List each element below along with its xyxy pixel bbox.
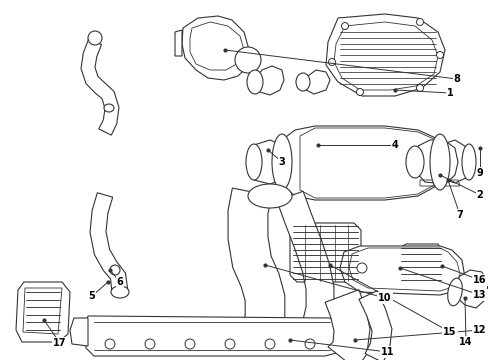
Polygon shape xyxy=(282,126,439,200)
Ellipse shape xyxy=(264,339,274,349)
Text: 1: 1 xyxy=(446,88,452,98)
Text: 12: 12 xyxy=(472,325,486,335)
Ellipse shape xyxy=(356,263,366,273)
Ellipse shape xyxy=(235,47,261,73)
Polygon shape xyxy=(182,16,249,80)
Ellipse shape xyxy=(246,70,263,94)
Ellipse shape xyxy=(88,31,102,45)
Polygon shape xyxy=(175,30,182,56)
Polygon shape xyxy=(84,316,341,356)
Ellipse shape xyxy=(436,51,443,58)
Ellipse shape xyxy=(356,89,363,95)
Text: 14: 14 xyxy=(458,337,472,347)
Ellipse shape xyxy=(224,339,235,349)
Ellipse shape xyxy=(416,18,423,26)
Polygon shape xyxy=(227,188,284,341)
Polygon shape xyxy=(412,140,457,184)
Ellipse shape xyxy=(328,58,335,66)
Ellipse shape xyxy=(104,104,114,112)
Ellipse shape xyxy=(405,146,423,178)
Polygon shape xyxy=(397,244,443,284)
Ellipse shape xyxy=(247,184,291,208)
Ellipse shape xyxy=(295,73,309,91)
Ellipse shape xyxy=(145,339,155,349)
Text: 6: 6 xyxy=(116,277,123,287)
Polygon shape xyxy=(339,246,464,295)
Polygon shape xyxy=(276,191,333,329)
Text: 5: 5 xyxy=(88,291,95,301)
Ellipse shape xyxy=(461,144,475,180)
Text: 16: 16 xyxy=(472,275,486,285)
Ellipse shape xyxy=(416,85,423,91)
Ellipse shape xyxy=(341,22,348,30)
Ellipse shape xyxy=(111,286,129,298)
Polygon shape xyxy=(81,40,119,135)
Text: 15: 15 xyxy=(442,327,456,337)
Polygon shape xyxy=(244,322,319,350)
Ellipse shape xyxy=(271,134,291,190)
Polygon shape xyxy=(358,291,391,360)
Polygon shape xyxy=(325,290,369,360)
Polygon shape xyxy=(254,66,284,95)
Ellipse shape xyxy=(245,144,262,180)
Ellipse shape xyxy=(110,265,120,275)
Ellipse shape xyxy=(105,339,115,349)
Text: 8: 8 xyxy=(453,74,460,84)
Ellipse shape xyxy=(184,339,195,349)
Polygon shape xyxy=(453,270,487,308)
Text: 9: 9 xyxy=(476,168,482,178)
Text: 2: 2 xyxy=(476,190,482,200)
Text: 4: 4 xyxy=(391,140,398,150)
Polygon shape xyxy=(16,282,70,342)
Text: 13: 13 xyxy=(472,290,486,300)
Polygon shape xyxy=(253,140,282,184)
Ellipse shape xyxy=(447,278,461,306)
Text: 17: 17 xyxy=(53,338,67,348)
Text: 7: 7 xyxy=(456,210,463,220)
Polygon shape xyxy=(325,14,444,96)
Ellipse shape xyxy=(429,134,449,190)
Polygon shape xyxy=(439,140,467,183)
Text: 3: 3 xyxy=(278,157,285,167)
Ellipse shape xyxy=(305,339,314,349)
Polygon shape xyxy=(90,193,128,293)
Polygon shape xyxy=(70,318,88,346)
Text: 10: 10 xyxy=(378,293,391,303)
Polygon shape xyxy=(289,223,360,282)
Text: 11: 11 xyxy=(381,347,394,357)
Polygon shape xyxy=(303,70,329,94)
